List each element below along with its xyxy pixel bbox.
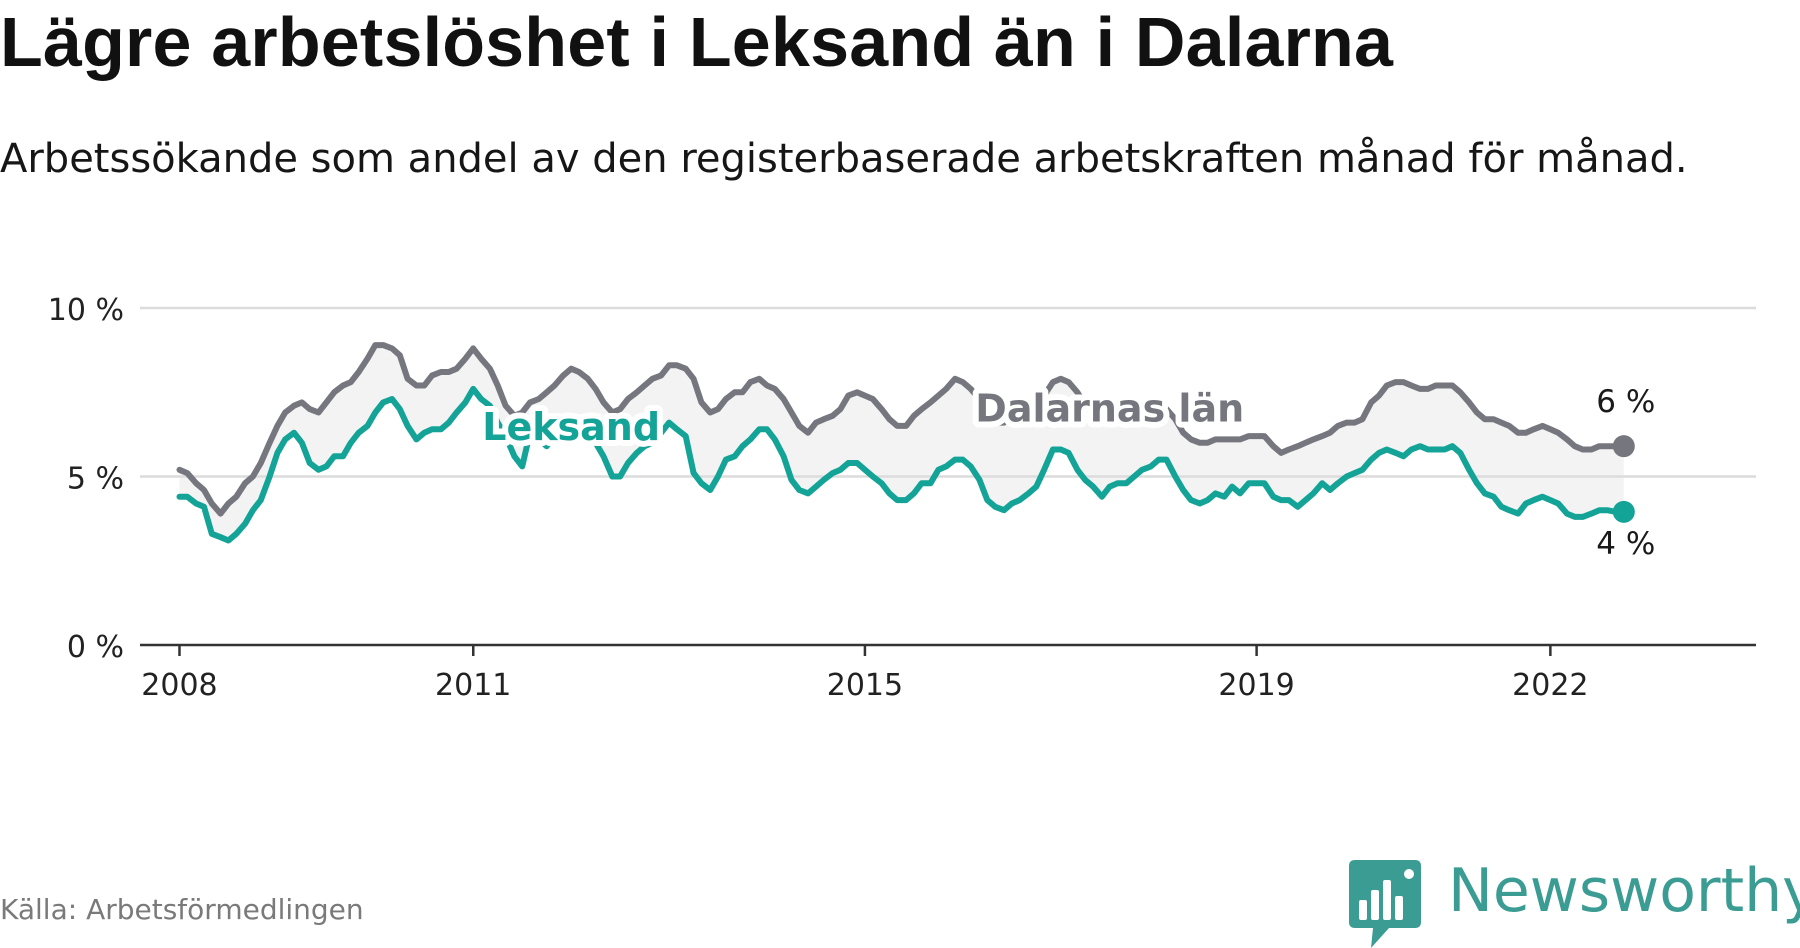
newsworthy-logo-icon	[1349, 860, 1421, 948]
series-end-label: 4 %	[1596, 526, 1655, 562]
x-tick-label: 2008	[141, 668, 217, 703]
series-label-halo: Dalarnas län	[975, 386, 1244, 430]
difference-band-layer	[179, 345, 1624, 541]
x-tick-label: 2019	[1218, 668, 1294, 703]
brand-name: Newsworthy	[1448, 856, 1800, 926]
series-line-dalarna	[176, 342, 1627, 517]
series-end-point-leksand	[1612, 500, 1635, 523]
chart-subtitle: Arbetssökande som andel av den registerb…	[0, 136, 1688, 182]
chart-title: Lägre arbetslöshet i Leksand än i Dalarn…	[0, 3, 1394, 81]
series-line-leksand	[176, 385, 1627, 544]
gridlines	[140, 306, 1756, 478]
x-tick-label: 2011	[435, 668, 511, 703]
y-tick-label: 5 %	[67, 462, 124, 497]
series-end-label: 6 %	[1596, 384, 1655, 420]
series-label-leksand: Leksand	[482, 405, 660, 449]
series-label-halo: Leksand	[482, 405, 660, 449]
series-end-point-dalarna	[1612, 435, 1635, 458]
y-tick-label: 0 %	[67, 630, 124, 665]
y-tick-label: 10 %	[48, 293, 124, 328]
difference-band	[179, 345, 1624, 541]
series-lines	[176, 342, 1635, 544]
series-label-dalarna: Dalarnas län	[975, 386, 1244, 430]
x-axis: 2008 2011 2015 2019 2022	[140, 643, 1756, 703]
x-tick-label: 2015	[827, 668, 903, 703]
y-axis: 0 % 5 % 10 %	[48, 293, 124, 665]
x-tick-label: 2022	[1512, 668, 1588, 703]
source-note: Källa: Arbetsförmedlingen	[0, 893, 364, 926]
